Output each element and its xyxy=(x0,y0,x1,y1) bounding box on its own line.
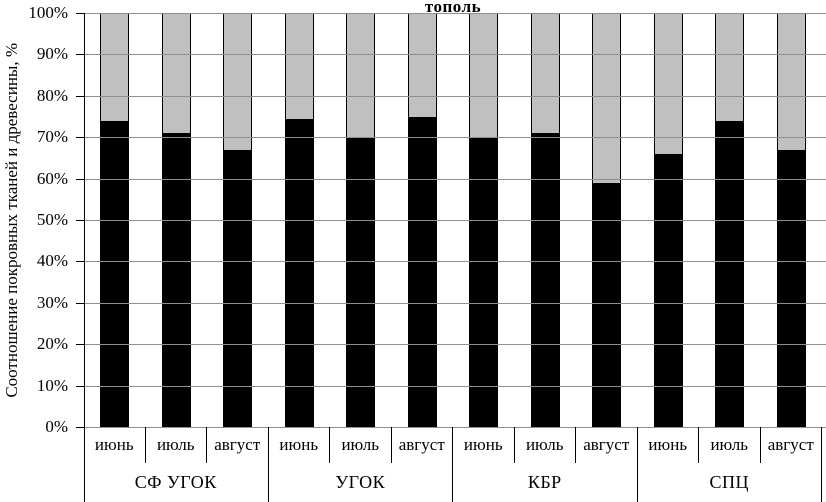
y-tick-mark xyxy=(76,427,84,428)
y-tick-mark xyxy=(76,13,84,14)
gridline xyxy=(84,95,826,97)
gridline xyxy=(84,302,826,304)
gray-segment xyxy=(101,14,129,122)
month-label: июль xyxy=(513,427,576,463)
gray-segment xyxy=(593,14,621,183)
black-segment xyxy=(470,137,498,426)
black-segment xyxy=(531,133,559,426)
month-label: июнь xyxy=(94,435,134,454)
y-tick-label: 100% xyxy=(28,3,68,22)
black-segment xyxy=(593,182,621,426)
gridline xyxy=(84,220,826,221)
gridline xyxy=(84,54,826,56)
chart-title: тополь xyxy=(424,0,482,16)
y-tick-label: 20% xyxy=(36,334,68,354)
bar-cell xyxy=(576,13,638,427)
black-segment xyxy=(347,137,375,426)
y-tick-label: 70% xyxy=(36,127,68,147)
x-axis-table: июнь июль август июнь июль август июнь июль авгу… xyxy=(84,427,822,502)
y-tick-label: 90% xyxy=(36,44,68,64)
group-labels-row: СФ УГОК УГОК КБР СПЦ xyxy=(84,463,821,502)
month-labels-row: июнь июль август июнь июль август июнь июль авгу… xyxy=(84,427,821,463)
gridline xyxy=(84,385,826,387)
y-tick-label: 60% xyxy=(36,168,68,188)
plot-area xyxy=(76,13,826,428)
group-label: КБР xyxy=(452,463,637,502)
month-label: июнь xyxy=(267,427,330,463)
y-axis-line xyxy=(84,13,85,502)
black-segment xyxy=(654,154,682,426)
month-label: июль xyxy=(329,427,391,463)
gridline xyxy=(84,261,826,263)
black-segment xyxy=(716,121,744,426)
y-tick-mark xyxy=(76,302,84,304)
black-segment xyxy=(408,117,436,426)
group-label: СФ УГОК xyxy=(134,472,217,492)
gridline xyxy=(84,13,826,14)
y-tick-mark xyxy=(76,344,84,346)
month-label: август xyxy=(759,427,822,463)
month-label: август xyxy=(575,427,637,463)
month-label: июнь xyxy=(452,427,514,463)
group-label: СПЦ xyxy=(636,463,822,502)
gray-segment xyxy=(470,14,498,138)
month-label: август xyxy=(206,427,268,463)
black-segment xyxy=(162,133,190,426)
y-tick-mark xyxy=(76,54,84,56)
gridline xyxy=(84,178,826,180)
y-tick-mark xyxy=(76,385,84,387)
gridline xyxy=(84,137,826,139)
y-tick-label: 0% xyxy=(45,417,68,436)
y-tick-mark xyxy=(76,220,84,221)
month-label: август xyxy=(390,427,453,463)
gray-segment xyxy=(224,14,252,150)
gray-segment xyxy=(531,14,559,134)
stacked-bar xyxy=(592,13,622,427)
y-tick-label: 10% xyxy=(36,375,68,395)
gray-segment xyxy=(777,14,805,150)
black-segment xyxy=(777,149,805,426)
gray-segment xyxy=(716,14,744,122)
gray-segment xyxy=(347,14,375,138)
group-label: УГОК xyxy=(267,463,453,502)
gridline xyxy=(84,427,826,428)
y-tick-label: 30% xyxy=(36,292,68,312)
y-tick-label: 50% xyxy=(36,210,68,229)
gray-segment xyxy=(162,14,190,134)
y-tick-label: 40% xyxy=(36,251,68,271)
gray-segment xyxy=(408,14,436,117)
month-label: июль xyxy=(144,427,207,463)
month-label: июль xyxy=(698,427,760,463)
gridline xyxy=(84,344,826,346)
gray-segment xyxy=(285,14,313,120)
stacked-bar xyxy=(715,13,745,427)
y-tick-labels: 100% 90% 80% 70% 60% 50% 40% 30% 20% 10% 0% xyxy=(0,4,76,436)
y-tick-mark xyxy=(76,178,84,180)
black-segment xyxy=(101,121,129,426)
gray-segment xyxy=(654,14,682,155)
y-tick-mark xyxy=(76,261,84,263)
y-tick-mark xyxy=(76,95,84,97)
y-tick-label: 80% xyxy=(36,85,68,105)
y-tick-mark xyxy=(76,137,84,139)
black-segment xyxy=(224,149,252,426)
black-segment xyxy=(285,119,313,426)
bar-cell xyxy=(699,13,761,427)
month-label: июнь xyxy=(636,427,699,463)
